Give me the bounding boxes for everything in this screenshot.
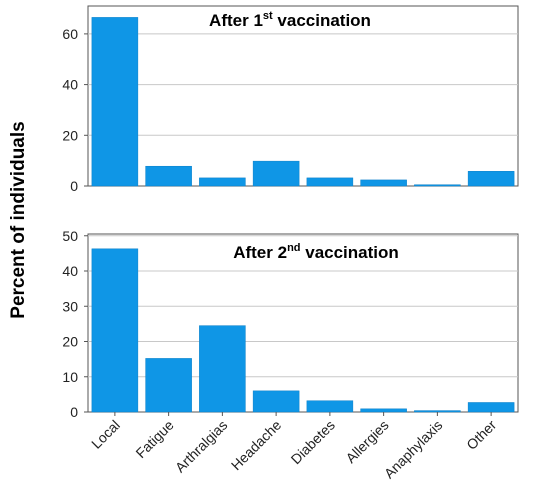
bar-fatigue [145,358,192,413]
y-tick-label: 0 [70,404,78,420]
bar-diabetes [306,177,354,187]
x-category-label: Local [88,417,123,452]
bar-arthralgias [199,325,246,413]
x-category-label: Allergies [342,417,391,466]
bar-anaphylaxis [414,410,461,413]
panel-title: After 2nd vaccination [233,242,399,262]
bar-headache [252,390,300,413]
bar-arthralgias [199,177,246,187]
panel-title: After 1st vaccination [209,10,371,30]
plot-frame [87,5,519,187]
y-tick-label: 40 [62,77,78,93]
plot-frame [87,233,519,413]
x-category-label: Anaphylaxis [381,417,446,482]
bar-allergies [360,408,407,413]
y-tick-label: 50 [62,228,78,244]
bar-other [467,402,515,413]
bar-fatigue [145,165,192,187]
bar-anaphylaxis [414,184,461,187]
y-tick-label: 60 [62,26,78,42]
bar-local [91,248,139,413]
bar-other [467,171,515,187]
bar-local [91,17,139,187]
y-tick-label: 20 [62,334,78,350]
y-tick-label: 30 [62,298,78,314]
x-category-label: Diabetes [288,417,338,467]
top-chart-panel: 0 20 40 60 After 1st vaccination [62,5,519,194]
bar-diabetes [306,400,354,413]
bar-headache [252,160,300,187]
y-tick-label: 10 [62,369,78,385]
x-category-label: Headache [228,417,285,474]
x-category-label: Fatigue [132,417,176,461]
y-axis-label: Percent of individuals [8,121,29,318]
bottom-chart-panel: 0 10 20 30 40 50 After 2nd vaccination [62,228,519,420]
y-tick-label: 20 [62,127,78,143]
bar-allergies [360,179,407,187]
y-tick-label: 40 [62,263,78,279]
x-category-label: Other [463,417,499,453]
y-tick-label: 0 [70,178,78,194]
x-category-label: Arthralgias [172,417,231,476]
